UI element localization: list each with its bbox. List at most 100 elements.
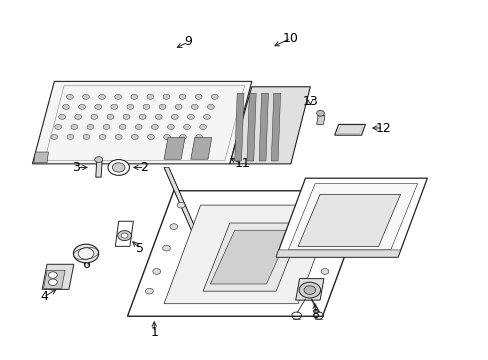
Circle shape — [95, 157, 102, 162]
Polygon shape — [96, 160, 102, 177]
Polygon shape — [276, 178, 427, 257]
Circle shape — [163, 94, 169, 99]
Polygon shape — [190, 138, 211, 159]
Circle shape — [91, 114, 98, 120]
Text: 13: 13 — [302, 95, 318, 108]
Text: 9: 9 — [184, 35, 192, 49]
Circle shape — [115, 134, 122, 139]
Circle shape — [111, 104, 118, 109]
Circle shape — [131, 134, 138, 139]
Text: 3: 3 — [72, 161, 80, 174]
Circle shape — [207, 104, 214, 109]
Circle shape — [48, 272, 57, 278]
Circle shape — [337, 224, 345, 229]
Polygon shape — [295, 279, 324, 300]
Circle shape — [67, 134, 74, 139]
Circle shape — [103, 125, 110, 130]
Polygon shape — [210, 230, 290, 284]
Circle shape — [82, 94, 89, 99]
Circle shape — [313, 288, 321, 294]
Polygon shape — [127, 191, 368, 316]
Circle shape — [330, 245, 338, 251]
Circle shape — [115, 94, 122, 99]
Circle shape — [107, 114, 114, 120]
Circle shape — [187, 114, 194, 120]
Circle shape — [139, 114, 146, 120]
Circle shape — [321, 269, 328, 274]
Text: 10: 10 — [282, 32, 298, 45]
Polygon shape — [42, 264, 74, 289]
Circle shape — [147, 94, 154, 99]
Circle shape — [203, 114, 210, 120]
Polygon shape — [163, 167, 207, 257]
Circle shape — [143, 104, 150, 109]
Text: 1: 1 — [150, 326, 158, 339]
Circle shape — [51, 134, 58, 139]
Circle shape — [195, 94, 202, 99]
Circle shape — [145, 288, 153, 294]
Polygon shape — [334, 125, 365, 135]
Circle shape — [211, 94, 218, 99]
Circle shape — [66, 94, 73, 99]
Circle shape — [79, 104, 85, 109]
Circle shape — [147, 134, 154, 139]
Text: 11: 11 — [234, 157, 249, 170]
Text: 7: 7 — [398, 202, 406, 215]
Circle shape — [179, 134, 186, 139]
Circle shape — [155, 114, 162, 120]
Polygon shape — [288, 184, 417, 250]
Circle shape — [73, 244, 99, 263]
Polygon shape — [276, 250, 400, 257]
Circle shape — [304, 286, 315, 294]
Polygon shape — [163, 138, 184, 159]
Circle shape — [151, 125, 158, 130]
Text: 12: 12 — [375, 122, 390, 135]
Circle shape — [131, 94, 138, 99]
Circle shape — [163, 134, 170, 139]
Polygon shape — [246, 93, 256, 161]
Circle shape — [316, 111, 324, 116]
Polygon shape — [44, 86, 244, 160]
Circle shape — [345, 202, 352, 208]
Circle shape — [83, 134, 90, 139]
Polygon shape — [115, 221, 133, 246]
Circle shape — [78, 248, 94, 259]
Text: 6: 6 — [82, 258, 90, 271]
Circle shape — [48, 279, 57, 285]
Circle shape — [99, 134, 106, 139]
Text: 4: 4 — [41, 290, 48, 303]
Circle shape — [99, 94, 105, 99]
Circle shape — [169, 224, 177, 229]
Polygon shape — [316, 116, 325, 125]
Circle shape — [123, 114, 130, 120]
Text: 2: 2 — [141, 161, 148, 174]
Polygon shape — [203, 223, 303, 291]
Circle shape — [121, 233, 128, 238]
Circle shape — [62, 104, 69, 109]
Circle shape — [153, 269, 160, 274]
Circle shape — [299, 282, 320, 298]
Polygon shape — [43, 270, 65, 288]
Circle shape — [135, 125, 142, 130]
Text: 5: 5 — [135, 242, 143, 255]
Text: 8: 8 — [310, 308, 319, 321]
Circle shape — [199, 125, 206, 130]
Circle shape — [183, 125, 190, 130]
Circle shape — [59, 114, 65, 120]
Circle shape — [71, 125, 78, 130]
Polygon shape — [32, 81, 251, 164]
Circle shape — [195, 134, 202, 139]
Circle shape — [75, 114, 81, 120]
Circle shape — [95, 104, 102, 109]
Circle shape — [159, 104, 165, 109]
Polygon shape — [229, 87, 310, 164]
Circle shape — [118, 230, 131, 240]
Circle shape — [87, 125, 94, 130]
Polygon shape — [336, 126, 362, 134]
Circle shape — [177, 202, 184, 208]
Polygon shape — [34, 152, 48, 163]
Circle shape — [191, 104, 198, 109]
Polygon shape — [163, 205, 334, 304]
Circle shape — [112, 163, 125, 172]
Circle shape — [179, 94, 185, 99]
